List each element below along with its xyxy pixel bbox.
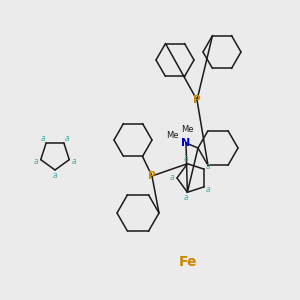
Text: Me: Me	[166, 131, 178, 140]
Text: P: P	[148, 171, 156, 181]
Text: Fe: Fe	[179, 255, 197, 269]
Text: a: a	[34, 157, 38, 166]
Text: a: a	[64, 134, 69, 143]
Text: a: a	[184, 154, 188, 164]
Text: Me: Me	[181, 125, 193, 134]
Text: a: a	[206, 185, 211, 194]
Text: a: a	[206, 162, 211, 171]
Text: P: P	[193, 95, 201, 105]
Text: a: a	[72, 157, 76, 166]
Text: a: a	[41, 134, 46, 143]
Text: N: N	[182, 138, 190, 148]
Text: a: a	[170, 173, 174, 182]
Text: a: a	[53, 170, 57, 179]
Text: a: a	[184, 193, 188, 202]
